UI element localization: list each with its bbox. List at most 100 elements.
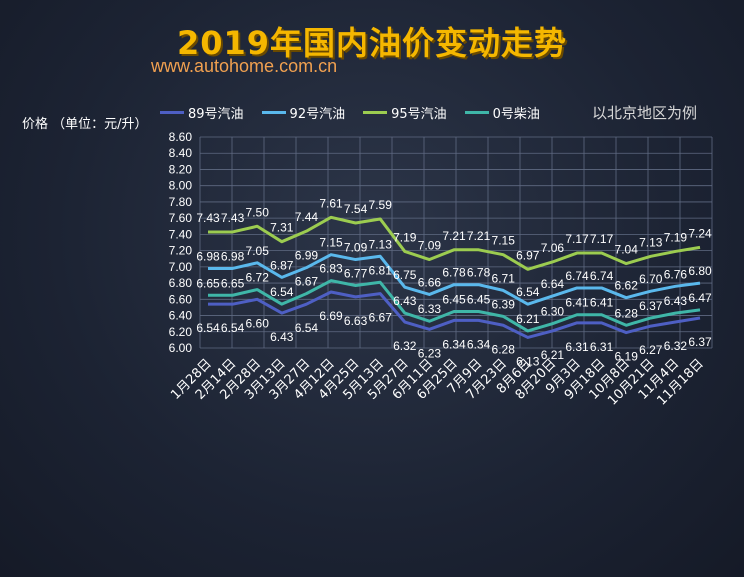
data-label: 6.37 [639,299,663,313]
legend-item-95: 95号汽油 [363,103,447,122]
data-label: 6.43 [393,294,417,308]
data-label: 6.54 [270,285,294,299]
data-label: 6.45 [442,292,466,306]
data-label: 6.99 [295,249,319,263]
data-label: 6.78 [467,266,491,280]
y-tick-label: 6.40 [169,309,193,323]
chart-title: 2019年国内油价变动走势 [176,24,568,62]
legend-swatch-92 [261,111,286,114]
data-label: 6.23 [418,346,442,360]
data-label: 6.67 [369,311,393,325]
y-tick-label: 6.80 [169,276,193,290]
data-label: 6.21 [516,312,540,326]
data-label: 7.21 [467,229,491,243]
data-label: 6.28 [615,306,639,320]
data-label: 6.47 [688,291,712,305]
data-label: 6.98 [196,249,220,263]
data-label: 6.83 [319,262,343,276]
y-tick-label: 6.20 [169,325,193,339]
data-label: 7.19 [393,230,417,244]
data-label: 7.50 [246,205,270,219]
data-label: 6.43 [270,330,294,344]
y-axis-label: 价格 （单位：元/升） [22,117,148,132]
y-tick-label: 8.40 [169,146,193,160]
y-tick-label: 8.00 [169,179,193,193]
data-label: 7.15 [492,234,516,248]
data-label: 7.17 [565,232,589,246]
legend-label-89: 89号汽油 [188,107,244,122]
data-label: 6.87 [270,258,294,272]
data-label: 6.65 [221,276,245,290]
legend-item-92: 92号汽油 [261,103,346,122]
y-tick-label: 6.00 [169,341,193,355]
data-label: 7.06 [541,241,565,255]
data-label: 6.27 [639,343,663,357]
legend-item-0: 0号柴油 [464,103,540,122]
data-label: 7.17 [590,232,614,246]
data-label: 7.43 [221,211,245,225]
y-tick-label: 7.20 [169,244,193,258]
data-label: 6.63 [344,314,368,328]
data-label: 6.43 [664,294,688,308]
series-line-1 [208,253,701,306]
data-label: 6.54 [516,285,540,299]
data-label: 6.66 [418,275,442,289]
y-tick-label: 7.40 [169,227,193,241]
data-label: 6.34 [442,337,466,351]
data-label: 6.41 [565,296,589,310]
y-tick-label: 6.60 [169,292,193,306]
data-label: 6.45 [467,292,491,306]
data-label: 7.31 [270,221,294,235]
chart-subtitle: www.autohome.com.cn [151,56,338,76]
data-label: 6.80 [688,264,712,278]
data-label: 6.81 [369,263,393,277]
y-tick-label: 8.60 [169,130,193,144]
legend-swatch-95 [363,111,388,114]
data-label: 6.74 [590,269,614,283]
data-label: 6.67 [295,275,319,289]
data-label: 7.54 [344,202,368,216]
y-tick-label: 7.80 [169,195,193,209]
data-label: 6.60 [246,316,270,330]
region-note: 以北京地区为例 [592,104,698,122]
data-label: 6.54 [221,321,245,335]
data-label: 6.28 [492,342,516,356]
data-label: 6.21 [541,348,565,362]
data-label: 6.62 [615,279,639,293]
data-label: 6.54 [196,321,220,335]
legend-swatch-0 [464,111,489,114]
data-label: 7.13 [369,237,393,251]
data-label: 6.78 [442,266,466,280]
y-tick-label: 8.20 [169,162,193,176]
data-label: 6.32 [393,339,417,353]
data-label: 6.97 [516,248,540,262]
data-label: 7.19 [664,230,688,244]
data-label: 6.77 [344,267,368,281]
legend: 89号汽油 92号汽油 95号汽油 0号柴油 [160,103,540,122]
legend-label-92: 92号汽油 [289,107,346,122]
data-label: 6.70 [639,272,663,286]
data-label: 6.64 [541,277,565,291]
data-label: 6.34 [467,337,491,351]
data-label: 6.39 [492,297,516,311]
data-label: 6.19 [615,350,639,364]
data-label: 6.74 [565,269,589,283]
data-label: 7.09 [418,239,442,253]
data-label: 6.31 [565,340,589,354]
data-label: 6.72 [246,271,270,285]
data-label: 7.61 [319,196,343,210]
data-label: 7.09 [344,241,368,255]
legend-item-89: 89号汽油 [160,103,244,122]
data-label: 7.21 [442,229,466,243]
data-label: 7.05 [246,244,270,258]
data-label: 6.75 [393,268,417,282]
data-label: 6.76 [664,267,688,281]
data-label: 6.69 [319,309,343,323]
data-label: 7.15 [319,236,343,250]
data-label: 7.04 [615,243,639,257]
data-label: 6.54 [295,321,319,335]
data-label: 6.37 [688,335,712,349]
legend-label-95: 95号汽油 [391,107,447,122]
data-label: 6.13 [516,354,540,368]
